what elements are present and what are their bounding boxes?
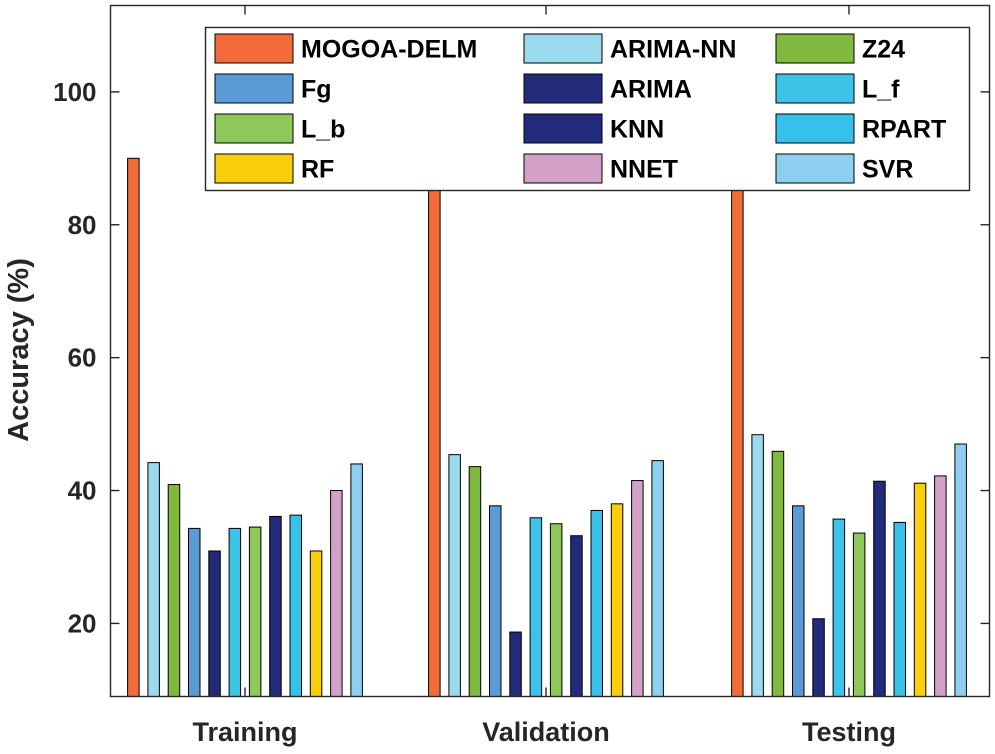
bar-testing-l-f	[832, 518, 846, 697]
y-tick-label: 40	[68, 476, 97, 506]
y-tick-label: 60	[68, 343, 97, 373]
y-tick-label: 80	[68, 210, 97, 240]
bar-testing-nnet	[934, 475, 947, 697]
bar-testing-arima	[812, 618, 825, 698]
legend-swatch-rf	[214, 153, 294, 184]
y-tick-label: 100	[53, 77, 96, 107]
bar-validation-fg	[489, 505, 502, 697]
bar-training-arima-nn	[147, 462, 160, 697]
legend-label: NNET	[610, 156, 678, 184]
legend-swatch-rpart	[775, 113, 855, 144]
bar-validation-arima	[509, 631, 522, 697]
legend-label: ARIMA-NN	[610, 36, 736, 64]
legend-label: Z24	[862, 36, 905, 64]
bar-testing-knn	[873, 480, 886, 698]
bar-testing-svr	[954, 443, 967, 697]
bar-validation-z24	[468, 466, 482, 697]
bar-testing-mogoa-delm	[731, 186, 744, 697]
bar-training-fg	[188, 527, 201, 698]
legend-label: MOGOA-DELM	[301, 36, 477, 64]
bar-validation-knn	[570, 535, 583, 698]
legend-swatch-z24	[775, 33, 855, 64]
bar-testing-rpart	[893, 521, 906, 697]
legend-label: RF	[301, 156, 334, 184]
legend-label: Fg	[301, 76, 332, 104]
bar-training-z24	[167, 484, 181, 697]
legend-swatch-nnet	[523, 153, 603, 184]
bar-training-knn	[269, 515, 282, 697]
legend-swatch-l-f	[775, 73, 855, 104]
bar-validation-svr	[651, 460, 664, 697]
plot-area-frame	[109, 4, 991, 698]
bar-validation-mogoa-delm	[428, 173, 441, 698]
legend-label: RPART	[862, 116, 946, 144]
x-category-label: Testing	[802, 717, 896, 747]
legend-label: KNN	[610, 116, 664, 144]
legend-swatch-fg	[214, 73, 294, 104]
bar-validation-nnet	[631, 480, 644, 697]
legend-swatch-arima-nn	[523, 33, 603, 64]
bar-testing-rf	[913, 482, 927, 697]
y-axis-title: Accuracy (%)	[3, 258, 35, 442]
legend-label: L_f	[862, 76, 900, 104]
legend-swatch-l-b	[214, 113, 294, 144]
legend-label: L_b	[301, 116, 345, 144]
bar-training-nnet	[330, 490, 343, 697]
bar-training-rpart	[289, 514, 302, 697]
legend-swatch-svr	[775, 153, 855, 184]
y-axis: 20 40 60 80 100	[53, 77, 990, 638]
legend-swatch-knn	[523, 113, 603, 144]
legend: MOGOA-DELM ARIMA-NN Z24 Fg ARIMA L_f L_b KNN RPA…	[204, 26, 971, 192]
bar-validation-rpart	[590, 509, 603, 697]
legend-label: ARIMA	[610, 76, 692, 104]
bar-training-rf	[309, 550, 323, 697]
x-category-label: Validation	[482, 717, 610, 747]
bar-testing-l-b	[852, 532, 866, 697]
bar-training-mogoa-delm	[127, 157, 140, 697]
x-axis: Training Validation Testing	[192, 5, 896, 747]
bar-training-svr	[350, 463, 363, 698]
y-tick-label: 20	[68, 608, 97, 638]
legend-swatch-mogoa-delm	[214, 33, 294, 64]
legend-swatch-arima	[523, 73, 603, 104]
x-category-label: Training	[192, 717, 297, 747]
legend-label: SVR	[862, 156, 913, 184]
bar-testing-arima-nn	[751, 434, 764, 697]
bar-validation-arima-nn	[448, 454, 461, 697]
bar-testing-fg	[792, 505, 805, 697]
bar-training-l-f	[228, 527, 242, 698]
bars-group	[127, 157, 967, 698]
bar-validation-rf	[610, 503, 624, 697]
bar-validation-l-b	[549, 523, 563, 697]
bar-validation-l-f	[529, 517, 543, 698]
bar-training-arima	[208, 550, 221, 697]
bar-training-l-b	[248, 526, 262, 697]
bar-testing-z24	[771, 450, 785, 697]
